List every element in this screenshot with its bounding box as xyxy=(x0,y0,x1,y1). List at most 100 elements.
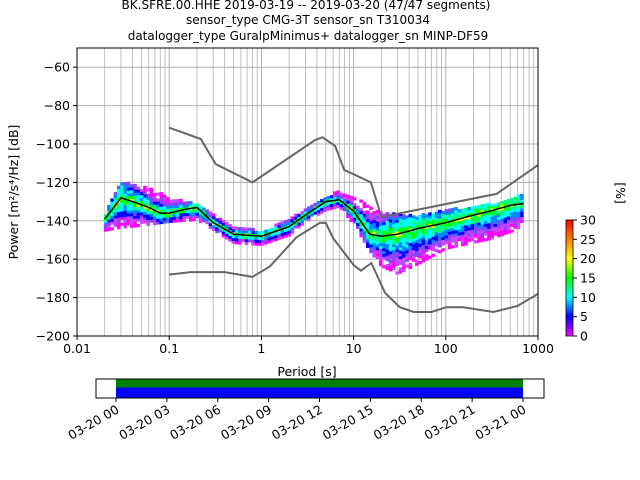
density-cell xyxy=(130,198,134,202)
density-cell xyxy=(333,194,337,198)
density-cell xyxy=(116,223,121,227)
density-cell xyxy=(447,222,452,227)
density-cell xyxy=(198,205,203,209)
density-cell xyxy=(474,217,478,221)
coverage-bar-green xyxy=(116,379,523,388)
density-cell xyxy=(490,213,495,217)
density-cell xyxy=(372,216,377,221)
density-cell xyxy=(405,250,409,254)
density-cell xyxy=(198,219,203,224)
density-cell xyxy=(415,254,419,258)
density-cell xyxy=(313,202,318,207)
density-cell xyxy=(477,236,481,240)
density-cell xyxy=(277,233,282,238)
density-cell xyxy=(375,241,380,245)
density-cell xyxy=(365,233,370,237)
density-cell xyxy=(136,189,141,193)
density-cell xyxy=(287,227,291,231)
density-cell xyxy=(162,217,167,221)
density-cell xyxy=(415,242,419,246)
density-cell xyxy=(392,223,396,227)
density-cell xyxy=(110,204,114,208)
density-cell xyxy=(385,246,390,250)
density-cell xyxy=(431,253,436,257)
density-cell xyxy=(365,218,370,223)
density-cell xyxy=(405,224,409,228)
density-cell xyxy=(133,215,137,219)
density-cell xyxy=(280,229,285,234)
density-cell xyxy=(159,203,164,207)
density-cell xyxy=(421,244,426,248)
density-cell xyxy=(392,226,396,230)
density-cell xyxy=(234,229,239,233)
density-cell xyxy=(136,206,141,210)
density-cell xyxy=(130,215,134,220)
density-cell xyxy=(379,257,383,261)
density-cell xyxy=(431,230,436,234)
density-cell xyxy=(431,236,436,240)
density-cell xyxy=(385,220,390,224)
density-cell xyxy=(179,213,183,217)
density-cell xyxy=(451,230,455,234)
density-cell xyxy=(477,222,481,226)
density-cell xyxy=(290,216,295,220)
density-cell xyxy=(261,242,265,246)
density-cell xyxy=(166,208,170,212)
density-cell xyxy=(431,245,436,249)
density-cell xyxy=(411,255,416,259)
density-cell xyxy=(490,204,495,208)
density-cell xyxy=(493,212,498,216)
density-cell xyxy=(372,234,377,238)
density-cell xyxy=(385,252,390,256)
density-cell xyxy=(487,228,491,232)
density-cell xyxy=(352,197,357,201)
density-cell xyxy=(169,213,173,218)
density-cell xyxy=(477,213,481,217)
y-tick-label: −120 xyxy=(36,175,70,190)
density-cell xyxy=(123,184,128,189)
density-cell xyxy=(198,214,203,218)
density-cell xyxy=(480,204,485,208)
density-cell xyxy=(510,218,514,222)
density-cell xyxy=(205,212,209,216)
density-cell xyxy=(395,233,399,238)
density-cell xyxy=(483,209,488,213)
density-cell xyxy=(513,222,517,226)
density-cell xyxy=(267,240,272,244)
density-cell xyxy=(487,217,491,221)
density-cell xyxy=(192,212,196,216)
density-cell xyxy=(270,227,275,231)
density-cell xyxy=(385,212,390,216)
density-cell xyxy=(388,251,393,255)
density-cell xyxy=(451,227,455,232)
density-cell xyxy=(120,214,124,218)
density-cell xyxy=(474,211,478,215)
density-cell xyxy=(280,232,285,236)
density-cell xyxy=(398,261,403,265)
density-cell xyxy=(447,243,452,247)
density-cell xyxy=(257,231,262,235)
density-cell xyxy=(365,227,370,231)
density-cell xyxy=(441,242,445,246)
density-cell xyxy=(431,239,436,243)
density-cell xyxy=(120,208,124,212)
density-cell xyxy=(519,213,524,218)
density-cell xyxy=(116,226,121,230)
density-cell xyxy=(149,216,154,220)
density-cell xyxy=(139,220,144,224)
density-cell xyxy=(388,248,393,252)
density-cell xyxy=(490,210,495,214)
density-cell xyxy=(447,225,452,229)
density-cell xyxy=(297,213,301,217)
density-cell xyxy=(126,207,131,211)
colorbar-ticks: 0 5 10 15 20 25 30 xyxy=(573,213,596,344)
density-cell xyxy=(392,218,396,222)
density-cell xyxy=(401,248,406,252)
density-cell xyxy=(388,256,393,260)
density-cell xyxy=(496,225,501,229)
density-cell xyxy=(438,238,442,242)
density-cell xyxy=(424,217,429,221)
density-cell xyxy=(447,217,452,221)
density-cell xyxy=(139,206,144,210)
density-cell xyxy=(500,230,504,234)
